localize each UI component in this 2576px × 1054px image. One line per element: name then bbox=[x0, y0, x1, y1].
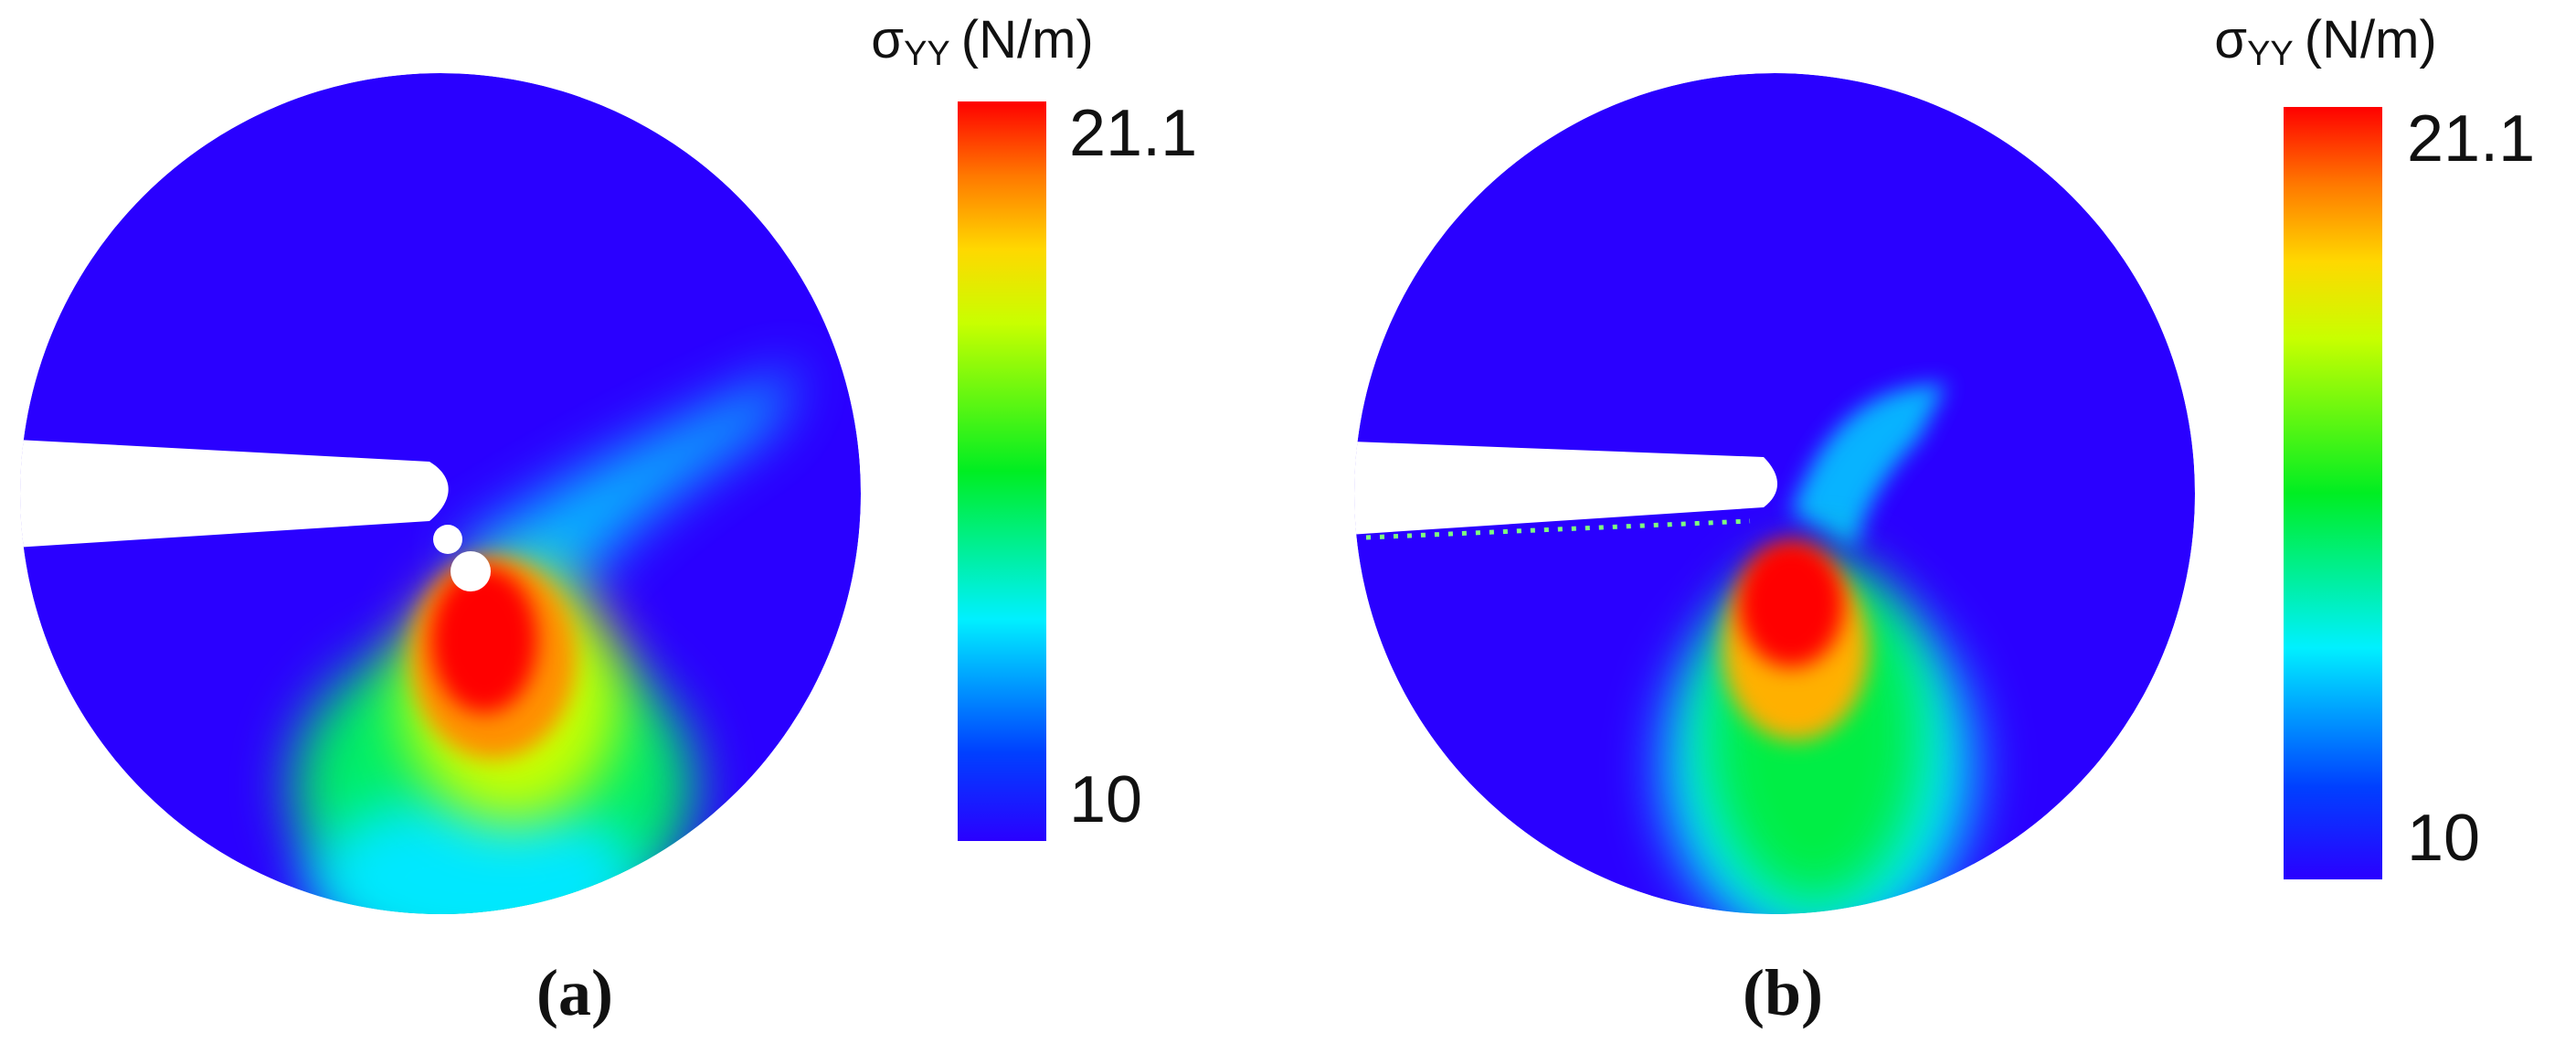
colorbar-tick-label: 10 bbox=[2407, 802, 2480, 875]
colorbar bbox=[2284, 107, 2382, 879]
colorbar-tick-label: 10 bbox=[1069, 763, 1142, 836]
stress-field bbox=[1354, 73, 2195, 914]
colorbar-title: σYY (N/m) bbox=[871, 10, 1093, 73]
colorbar-title-symbol: σ bbox=[871, 10, 904, 69]
colorbar-title-symbol: σ bbox=[2214, 10, 2247, 69]
colorbar-title-subscript: YY bbox=[904, 35, 950, 73]
colorbar-title-unit: (N/m) bbox=[961, 10, 1094, 69]
panel-caption: (b) bbox=[1743, 956, 1823, 1029]
colorbar-title-unit: (N/m) bbox=[2305, 10, 2437, 69]
colorbar-title-subscript: YY bbox=[2247, 35, 2294, 73]
panel-caption: (a) bbox=[536, 956, 613, 1029]
colorbar-tick-label: 21.1 bbox=[1069, 97, 1197, 170]
stress-field bbox=[20, 73, 861, 914]
colorbar-tick-label: 21.1 bbox=[2407, 102, 2535, 176]
colorbar bbox=[958, 101, 1046, 841]
colorbar-title: σYY (N/m) bbox=[2214, 10, 2436, 73]
